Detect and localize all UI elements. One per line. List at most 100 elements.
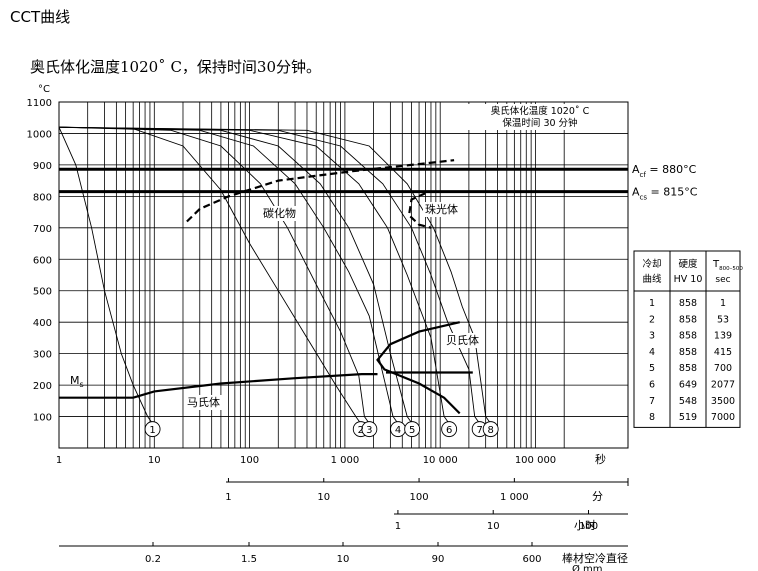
grid-layer: [58, 101, 628, 448]
table-cell: 700: [714, 363, 732, 374]
curve-leader: [392, 416, 398, 423]
plot-frame: [58, 101, 629, 449]
axis-tick-label: 1 000: [331, 455, 360, 466]
table-cell: 858: [679, 331, 697, 342]
axis-tick-label: 0.2: [145, 554, 161, 565]
axis-tick-label: 100 000: [515, 455, 556, 466]
axis-tick-label: 100: [579, 521, 598, 532]
axis-tick-label: 600: [522, 554, 541, 565]
cooling-curve-4: [58, 126, 394, 417]
table-header: 曲线: [642, 273, 662, 285]
page-title: CCT曲线: [10, 8, 71, 26]
curve-leader: [147, 416, 152, 423]
table-cell: 858: [679, 363, 697, 374]
axis-unit: 分: [592, 490, 603, 503]
table-cell: 7: [649, 396, 655, 407]
curve-marker-3: [361, 421, 378, 438]
table-header: T800–500: [712, 259, 743, 272]
y-tick-label: 900: [33, 161, 52, 172]
labels-layer: 10020030040050060070080090010001100°CAcf…: [27, 84, 698, 571]
axis-tick-label: 10: [487, 521, 500, 532]
curve-number: 8: [487, 425, 493, 436]
table-cell: 858: [679, 314, 697, 325]
y-tick-label: 100: [33, 413, 52, 424]
y-axis-unit: °C: [38, 84, 50, 95]
curve-number: 2: [358, 425, 364, 436]
axis-tick-label: 1.5: [241, 554, 257, 565]
y-tick-label: 400: [33, 318, 52, 329]
y-tick-label: 1100: [27, 98, 52, 109]
table-cell: 139: [714, 331, 732, 342]
annotation-bg: [455, 104, 625, 130]
curve-marker-1: [144, 421, 161, 438]
curve-number: 5: [409, 425, 415, 436]
curve-marker-8: [482, 421, 499, 438]
table-cell: 5: [649, 363, 655, 374]
table-frame: [633, 250, 741, 428]
table-cell: 519: [679, 412, 697, 423]
table-cell: 3: [649, 331, 655, 342]
martensite-label: 马氏体: [187, 395, 220, 409]
axis-tick-label: 10 000: [423, 455, 458, 466]
pearlite-label: 珠光体: [425, 202, 458, 216]
curve-number: 4: [395, 425, 401, 436]
curve-marker-6: [441, 421, 458, 438]
curve-leader: [406, 416, 412, 423]
table-cell: 7000: [711, 412, 735, 423]
curve-leader: [363, 416, 369, 423]
curve-number: 1: [149, 425, 155, 436]
pearlite-boundary: [407, 192, 432, 229]
pearlite-label-bg: [423, 202, 462, 217]
table-header: sec: [715, 275, 730, 285]
table-cell: 548: [679, 396, 697, 407]
curve-marker-5: [404, 421, 421, 438]
ms-label: Ms: [70, 374, 84, 389]
table-cell: 4: [649, 347, 655, 358]
curves-layer: [58, 126, 628, 438]
table-cell: 858: [679, 347, 697, 358]
table-cell: 649: [679, 380, 697, 391]
table-cell: 415: [714, 347, 732, 358]
axis-unit: 小时: [574, 519, 596, 532]
axis-unit-2: Ø mm: [572, 563, 603, 571]
curve-number: 7: [476, 425, 482, 436]
table-cell: 8: [649, 412, 655, 423]
axis-tick-label: 1: [225, 492, 231, 503]
table-cell: 3500: [711, 396, 735, 407]
axis-tick-label: 10: [317, 492, 330, 503]
curve-number: 6: [446, 425, 452, 436]
table-header: 冷却: [642, 258, 661, 270]
cooling-curve-5: [58, 126, 408, 417]
axis-tick-label: 10: [148, 455, 161, 466]
ms-line: [59, 373, 378, 399]
table-cell: 858: [679, 298, 697, 309]
martensite-label-bg: [185, 395, 224, 410]
cooling-curve-8: [58, 126, 487, 417]
cooling-curve-3: [58, 126, 365, 417]
table-cell: 1: [720, 298, 726, 309]
chart-subtitle: 奥氏体化温度1020˚ C，保持时间30分钟。: [30, 58, 322, 76]
axes-layer: [58, 101, 629, 547]
bainite-label-bg: [444, 333, 483, 348]
axis-tick-label: 100: [240, 455, 259, 466]
carbide-boundary: [186, 159, 455, 223]
critical-label-Ac_s: Acs = 815°C: [632, 186, 698, 202]
carbide-label: 碳化物: [263, 206, 296, 220]
table-cell: 53: [717, 314, 729, 325]
curve-leader: [355, 416, 361, 423]
axis-unit: 棒材空冷直径: [562, 551, 628, 565]
curve-leader: [485, 416, 491, 423]
table-cell: 1: [649, 298, 655, 309]
axis-tick-label: 90: [432, 554, 445, 565]
axis-tick-label: 100: [410, 492, 429, 503]
cooling-curve-7: [58, 126, 476, 417]
y-tick-label: 1000: [27, 129, 52, 140]
annotation-line1: 奥氏体化温度 1020˚ C: [491, 105, 590, 117]
bainite-label: 贝氏体: [446, 333, 479, 347]
axis-tick-label: 1: [56, 455, 62, 466]
axis-tick-label: 10: [337, 554, 350, 565]
annotation-line2: 保温时间 30 分钟: [502, 117, 577, 129]
table-cell: 2077: [711, 380, 735, 391]
